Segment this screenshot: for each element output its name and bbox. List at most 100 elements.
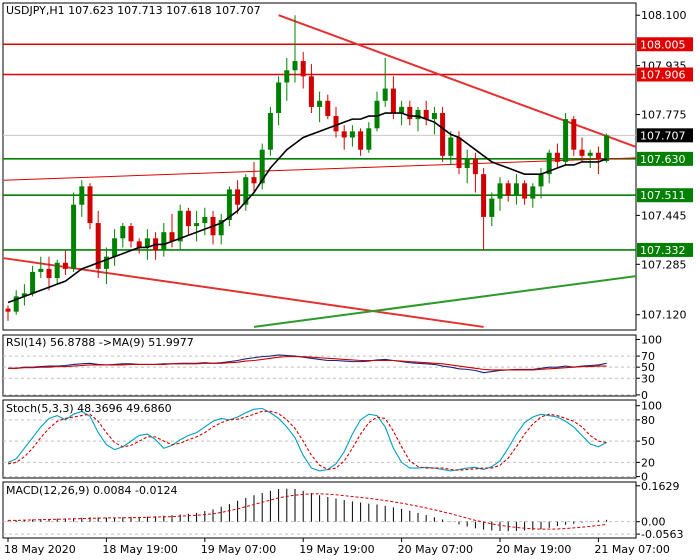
y-tick-label: 100	[641, 333, 662, 346]
x-tick-label: 20 May 07:00	[398, 543, 473, 556]
level-tag-label: 108.005	[640, 38, 686, 51]
candle-body	[571, 119, 577, 150]
candle-body	[505, 183, 511, 196]
y-tick-label: 0	[641, 389, 648, 402]
y-tick-label: 20	[641, 456, 655, 469]
current-price-label: 107.707	[640, 129, 686, 142]
candle-body	[251, 177, 257, 184]
candle-body	[538, 174, 544, 187]
macd-signal-line	[8, 493, 607, 530]
y-tick-label: 107.445	[641, 209, 687, 222]
candle-body	[218, 219, 224, 236]
pane-frame	[2, 399, 637, 479]
y-tick-label: 107.120	[641, 309, 687, 322]
candle-body	[226, 189, 232, 220]
candle-body	[464, 158, 470, 169]
stoch-signal-line	[7, 410, 607, 471]
candle-body	[120, 226, 126, 239]
stoch-header: Stoch(5,3,3) 48.3696 49.6860	[6, 402, 172, 415]
candle-body	[325, 100, 331, 117]
candle-body	[46, 268, 52, 279]
y-tick-label: 107.285	[641, 258, 687, 271]
candle-body	[54, 262, 60, 279]
candle-body	[554, 152, 560, 162]
y-tick-label: 107.775	[641, 109, 687, 122]
candle-body	[21, 293, 27, 297]
candle-body	[300, 61, 306, 77]
candle-body	[13, 296, 19, 312]
y-tick-label: -0.0563	[641, 528, 683, 541]
level-tag-label: 107.511	[640, 189, 686, 202]
x-tick-label: 18 May 2020	[4, 543, 76, 556]
candle-body	[595, 152, 601, 159]
candle-body	[103, 256, 109, 269]
y-tick-label: 50	[641, 435, 655, 448]
candle-body	[5, 308, 11, 312]
y-tick-label: 50	[641, 361, 655, 374]
rsi-header: RSI(14) 56.8788 ->MA(9) 51.9977	[6, 336, 194, 349]
x-tick-label: 18 May 19:00	[102, 543, 177, 556]
candle-body	[349, 131, 355, 138]
macd-header: MACD(12,26,9) 0.0084 -0.0124	[6, 484, 177, 497]
candle-body	[382, 88, 388, 101]
stoch-main-line	[7, 407, 607, 472]
candle-body	[489, 198, 495, 217]
y-tick-label: 30	[641, 372, 655, 385]
current-price-tag	[637, 128, 693, 143]
candle-body	[497, 183, 503, 199]
candle-body	[456, 137, 462, 169]
candle-body	[587, 152, 593, 156]
candle-body	[202, 216, 208, 224]
trendline	[3, 257, 484, 328]
x-tick-label: 19 May 07:00	[201, 543, 276, 556]
candle-body	[136, 241, 142, 248]
candle-body	[235, 189, 241, 205]
candle-body	[185, 210, 191, 227]
y-tick-label: 108.100	[641, 9, 687, 22]
candle-body	[563, 119, 569, 162]
y-tick-label: 0	[641, 471, 648, 484]
candle-body	[267, 113, 273, 150]
level-tag	[637, 37, 693, 52]
candle-body	[399, 106, 405, 114]
level-tag-label: 107.906	[640, 69, 686, 82]
candle-body	[177, 210, 183, 242]
y-tick-label: 70	[641, 350, 655, 363]
candle-body	[366, 128, 372, 150]
level-tag	[637, 188, 693, 203]
candle-body	[341, 131, 347, 138]
candle-body	[292, 61, 298, 71]
candle-body	[390, 88, 396, 114]
x-tick-label: 19 May 19:00	[299, 543, 374, 556]
candle-body	[308, 76, 314, 107]
candle-body	[374, 100, 380, 129]
rsi-ma-line	[8, 356, 607, 371]
candle-body	[472, 158, 478, 175]
candle-body	[423, 109, 429, 120]
level-tag	[637, 242, 693, 257]
candle-body	[62, 262, 68, 269]
level-tag-label: 107.630	[640, 153, 686, 166]
candle-body	[259, 149, 265, 184]
candle-body	[194, 223, 200, 227]
candle-body	[358, 131, 364, 150]
trendline	[3, 157, 636, 181]
candle-body	[112, 238, 118, 257]
y-tick-label: 80	[641, 414, 655, 427]
candle-body	[79, 186, 85, 205]
y-tick-label: 0.1629	[641, 480, 680, 493]
candle-body	[513, 183, 519, 196]
candle-body	[144, 238, 150, 248]
candle-body	[431, 113, 437, 120]
candle-body	[161, 232, 167, 251]
y-tick-label: 100	[641, 400, 662, 413]
candle-body	[448, 137, 454, 156]
candle-body	[71, 204, 77, 269]
candle-body	[522, 183, 528, 199]
candle-body	[169, 232, 175, 242]
candle-body	[333, 116, 339, 132]
candle-body	[407, 106, 413, 120]
level-tag-label: 107.332	[640, 244, 686, 257]
